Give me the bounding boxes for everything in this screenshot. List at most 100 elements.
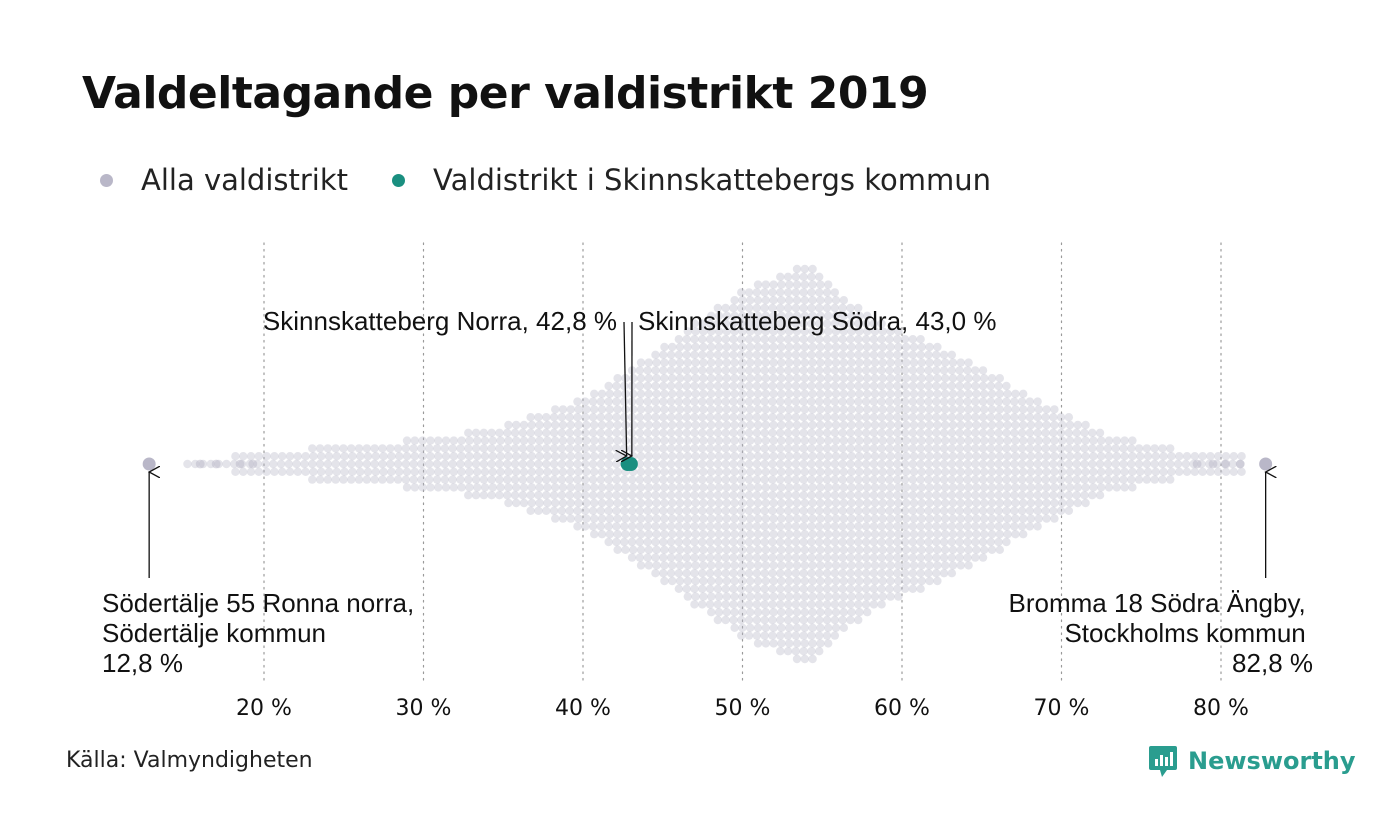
swarm-dot xyxy=(542,475,551,484)
swarm-dot xyxy=(822,397,832,406)
swarm-dot xyxy=(652,561,661,570)
swarm-dot xyxy=(565,459,574,469)
swarm-dot xyxy=(816,561,825,570)
swarm-dot xyxy=(994,537,1003,547)
swarm-dot xyxy=(909,452,919,461)
swarm-dot xyxy=(878,405,888,414)
swarm-dot xyxy=(761,467,771,476)
swarm-dot xyxy=(777,374,786,383)
swarm-dot xyxy=(714,608,724,617)
swarm-dot xyxy=(456,475,465,484)
swarm-dot xyxy=(698,537,707,547)
swarm-dot xyxy=(698,459,707,469)
swarm-dot xyxy=(800,280,810,289)
swarm-tail-dot xyxy=(235,459,245,469)
swarm-dot xyxy=(1011,467,1020,476)
swarm-dot xyxy=(714,452,724,461)
swarm-dot xyxy=(565,475,574,484)
swarm-dot xyxy=(893,381,902,391)
swarm-dot xyxy=(722,327,732,336)
swarm-dot xyxy=(744,366,754,375)
swarm-dot xyxy=(707,420,716,430)
swarm-dot xyxy=(838,584,847,593)
swarm-dot xyxy=(659,475,668,484)
swarm-dot xyxy=(939,381,949,391)
swarm-dot xyxy=(925,545,934,554)
swarm-dot xyxy=(808,498,817,508)
swarm-dot xyxy=(510,428,520,437)
swarm-dot xyxy=(1080,444,1089,453)
swarm-dot xyxy=(816,405,825,414)
swarm-dot xyxy=(854,350,863,359)
swarm-dot xyxy=(800,452,810,461)
swarm-dot xyxy=(1058,452,1067,461)
swarm-dot xyxy=(768,615,777,625)
swarm-dot xyxy=(785,420,794,430)
swarm-dot xyxy=(932,537,941,547)
swarm-dot xyxy=(791,553,801,562)
swarm-dot xyxy=(705,335,715,344)
swarm-dot xyxy=(1058,436,1067,445)
swarm-dot xyxy=(387,467,396,476)
swarm-dot xyxy=(746,530,755,539)
swarm-dot xyxy=(785,592,794,601)
swarm-dot xyxy=(995,420,1005,430)
swarm-dot xyxy=(549,506,559,515)
swarm-dot xyxy=(980,467,989,476)
swarm-dot xyxy=(730,545,739,554)
swarm-dot xyxy=(908,553,918,562)
swarm-dot xyxy=(869,444,879,453)
swarm-dot xyxy=(955,491,964,500)
swarm-dot xyxy=(908,491,918,500)
swarm-tail-dot xyxy=(195,459,205,469)
swarm-dot xyxy=(504,452,513,461)
swarm-dot xyxy=(830,366,840,375)
swarm-dot xyxy=(894,374,903,383)
swarm-dot xyxy=(870,389,880,398)
swarm-dot xyxy=(753,483,763,492)
swarm-dot xyxy=(839,342,849,352)
swarm-dot xyxy=(816,467,825,476)
swarm-dot xyxy=(792,530,802,539)
swarm-dot xyxy=(987,514,997,523)
swarm-dot xyxy=(588,444,598,453)
swarm-dot xyxy=(674,397,684,406)
swarm-dot xyxy=(231,452,240,461)
swarm-dot xyxy=(714,576,724,586)
swarm-dot xyxy=(799,413,808,422)
swarm-dot xyxy=(675,561,685,570)
swarm-dot xyxy=(831,498,841,508)
swarm-dot xyxy=(1065,420,1075,430)
swarm-dot xyxy=(183,459,192,469)
swarm-dot xyxy=(1088,428,1097,437)
swarm-dot xyxy=(916,584,925,593)
swarm-dot xyxy=(768,303,777,313)
swarm-dot xyxy=(651,381,660,391)
swarm-dot xyxy=(1214,467,1223,476)
swarm-dot xyxy=(808,592,817,601)
swarm-dot xyxy=(807,335,816,344)
swarm-dot xyxy=(924,366,933,375)
swarm-dot xyxy=(465,467,474,476)
swarm-dot xyxy=(488,452,498,461)
swarm-dot xyxy=(831,592,841,601)
swarm-dot xyxy=(504,467,513,476)
swarm-dot xyxy=(846,303,855,313)
swarm-dot xyxy=(939,413,949,422)
swarm-dot xyxy=(1111,444,1120,453)
swarm-dot xyxy=(861,459,871,469)
swarm-dot xyxy=(730,296,739,305)
swarm-dot xyxy=(730,452,739,461)
swarm-dot xyxy=(464,428,473,437)
swarm-dot xyxy=(691,436,700,445)
swarm-dot xyxy=(744,522,754,531)
swarm-dot xyxy=(331,475,340,484)
swarm-dot xyxy=(691,483,700,492)
swarm-dot xyxy=(994,413,1003,422)
swarm-dot xyxy=(1010,491,1019,500)
swarm-dot xyxy=(854,506,863,515)
swarm-dot xyxy=(1011,452,1020,461)
swarm-dot xyxy=(972,498,981,508)
swarm-dot xyxy=(869,491,879,500)
swarm-dot xyxy=(752,506,762,515)
